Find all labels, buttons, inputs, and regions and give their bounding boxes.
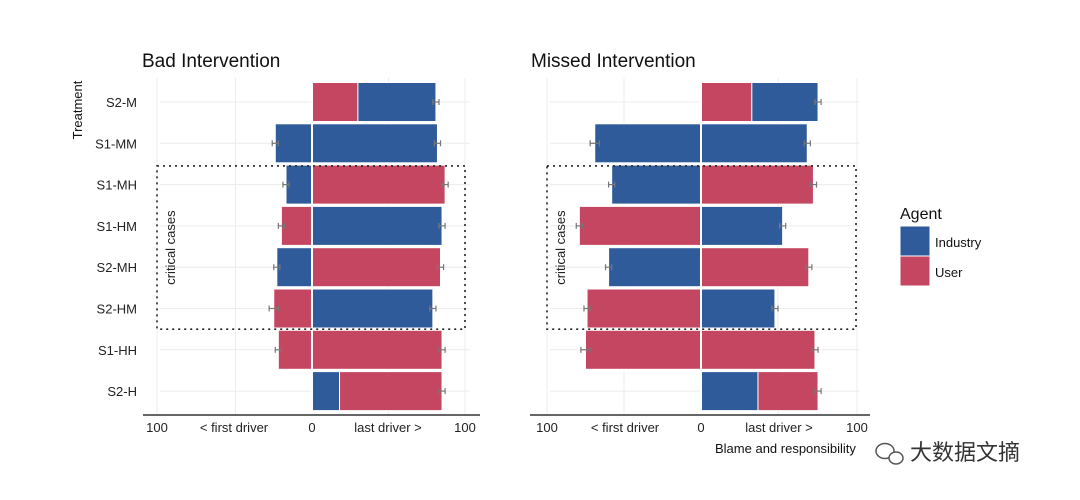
bar-first-driver-industry	[285, 164, 313, 205]
bar-first-driver-industry	[274, 123, 313, 164]
bar-first-driver-industry	[608, 247, 702, 288]
wechat-bubble-small	[888, 451, 904, 465]
legend-label-user: User	[935, 265, 963, 280]
wechat-icon	[875, 442, 904, 465]
x-tick-label: last driver >	[354, 420, 422, 435]
bar-first-driver-industry	[594, 123, 702, 164]
y-tick-label: S1-MH	[97, 178, 137, 193]
bar-last-driver-user	[339, 371, 443, 412]
wechat-bubble-large	[875, 442, 895, 460]
y-tick-label: S1-MM	[95, 136, 137, 151]
x-tick-label: < first driver	[591, 420, 660, 435]
bar-first-driver-industry	[611, 164, 702, 205]
x-tick-label: 100	[536, 420, 558, 435]
bar-last-driver-user	[700, 329, 816, 370]
watermark-text: 大数据文摘	[910, 440, 1020, 465]
legend-label-industry: Industry	[935, 235, 982, 250]
bar-last-driver-industry	[700, 123, 808, 164]
bar-last-driver-industry	[311, 288, 434, 329]
bar-first-driver-user	[273, 288, 313, 329]
bar-first-driver-user	[578, 205, 702, 246]
bar-first-driver-user	[585, 329, 702, 370]
x-tick-label: 0	[697, 420, 704, 435]
x-axis-title: Blame and responsibility	[715, 441, 856, 456]
legend: Agent Industry User	[899, 206, 982, 287]
y-tick-label: S2-M	[106, 95, 137, 110]
panel-title: Missed Intervention	[531, 51, 696, 72]
x-tick-label: < first driver	[200, 420, 269, 435]
bar-first-driver-user	[280, 205, 313, 246]
x-tick-label: 100	[846, 420, 868, 435]
y-tick-label: S2-HM	[97, 302, 137, 317]
critical-cases-label: critical cases	[163, 210, 178, 285]
y-tick-label: S2-MH	[97, 260, 137, 275]
legend-swatch-industry	[899, 225, 931, 257]
bar-last-driver-user	[700, 82, 753, 122]
bar-last-driver-industry	[751, 82, 819, 122]
critical-cases-label: critical cases	[553, 210, 568, 285]
bar-last-driver-industry	[311, 205, 443, 246]
bar-last-driver-user	[311, 247, 442, 288]
bar-last-driver-industry	[700, 205, 784, 246]
bar-last-driver-user	[311, 164, 446, 205]
y-axis-title: Treatment	[70, 80, 85, 139]
bar-last-driver-industry	[311, 371, 341, 412]
bar-first-driver-industry	[276, 247, 313, 288]
critical-cases-box	[546, 165, 857, 330]
bar-last-driver-user	[311, 329, 443, 370]
bar-first-driver-user	[586, 288, 702, 329]
legend-title: Agent	[900, 206, 942, 223]
bar-last-driver-user	[700, 247, 810, 288]
panel-missed-intervention: Missed Intervention critical cases 100 < fi…	[530, 51, 870, 435]
x-tick-label: 100	[146, 420, 168, 435]
bar-last-driver-industry	[700, 288, 776, 329]
y-tick-label: S1-HM	[97, 219, 137, 234]
y-tick-label: S2-H	[107, 384, 137, 399]
x-tick-label: 100	[454, 420, 476, 435]
legend-swatch-user	[899, 255, 931, 287]
bar-last-driver-industry	[311, 123, 438, 164]
watermark: 大数据文摘	[875, 440, 1020, 465]
panel-bad-intervention: Bad Intervention S2-M S1-MM S1-MH S1-HM S2-MH…	[95, 51, 480, 435]
bar-last-driver-industry	[700, 371, 759, 412]
panel-title: Bad Intervention	[142, 51, 280, 72]
critical-cases-box	[156, 165, 466, 330]
y-tick-label: S1-HH	[98, 343, 137, 358]
bar-last-driver-user	[757, 371, 819, 412]
bar-last-driver-user	[700, 164, 814, 205]
bar-last-driver-user	[311, 82, 359, 122]
bar-last-driver-industry	[357, 82, 437, 122]
x-tick-label: last driver >	[745, 420, 813, 435]
x-tick-label: 0	[308, 420, 315, 435]
bar-first-driver-user	[277, 329, 313, 370]
